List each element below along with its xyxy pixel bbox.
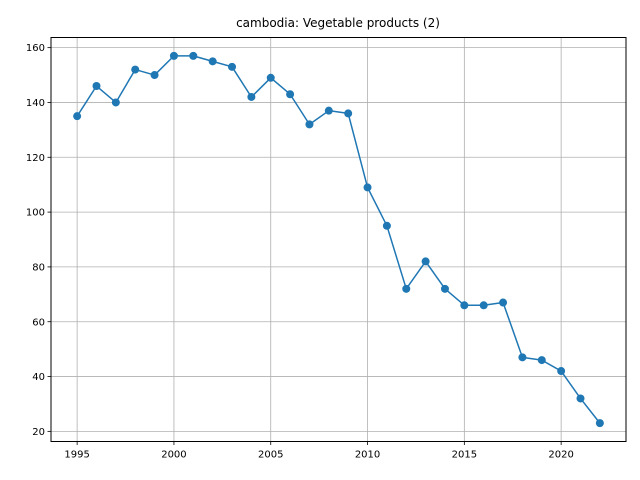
y-axis: 20 40 60 80 100 120 140 160 <box>26 43 51 438</box>
data-point <box>208 57 217 66</box>
data-point <box>421 257 430 266</box>
data-point <box>460 301 469 310</box>
x-tick-label: 2005 <box>258 450 283 461</box>
data-point <box>92 82 101 91</box>
data-point <box>266 73 275 82</box>
x-tick-label: 1995 <box>64 450 89 461</box>
y-tick-label: 80 <box>32 263 45 274</box>
data-point <box>499 298 508 307</box>
data-point <box>595 419 604 428</box>
data-point <box>440 284 449 293</box>
data-point <box>537 356 546 365</box>
data-point <box>131 65 140 74</box>
data-point <box>73 112 82 121</box>
data-point <box>150 71 159 80</box>
y-tick-label: 40 <box>32 372 45 383</box>
series-line-layer <box>76 55 601 424</box>
data-point <box>363 183 372 192</box>
y-tick-label: 120 <box>26 153 45 164</box>
x-axis: 1995 2000 2005 2010 2015 2020 <box>64 441 574 461</box>
x-tick-label: 2015 <box>452 450 477 461</box>
data-point <box>169 51 178 60</box>
chart-title: cambodia: Vegetable products (2) <box>236 16 440 30</box>
data-point <box>305 120 314 129</box>
grid <box>51 37 626 442</box>
y-tick-label: 160 <box>26 43 45 54</box>
y-tick-label: 100 <box>26 208 45 219</box>
data-point <box>576 394 585 403</box>
plot-area-frame <box>50 37 627 442</box>
data-point <box>228 62 237 71</box>
data-point <box>189 51 198 60</box>
data-point <box>111 98 120 107</box>
data-point <box>247 92 256 101</box>
data-points <box>73 51 604 428</box>
data-point <box>382 221 391 230</box>
y-tick-label: 20 <box>32 427 45 438</box>
x-tick-label: 2020 <box>548 450 573 461</box>
data-point <box>557 367 566 376</box>
data-point <box>344 109 353 118</box>
data-point <box>479 301 488 310</box>
y-tick-label: 140 <box>26 98 45 109</box>
x-tick-label: 2000 <box>161 450 186 461</box>
data-point <box>402 284 411 293</box>
data-point <box>324 106 333 115</box>
data-point <box>286 90 295 99</box>
series-line <box>76 55 601 424</box>
data-point <box>518 353 527 362</box>
x-tick-label: 2010 <box>355 450 380 461</box>
y-tick-label: 60 <box>32 317 45 328</box>
